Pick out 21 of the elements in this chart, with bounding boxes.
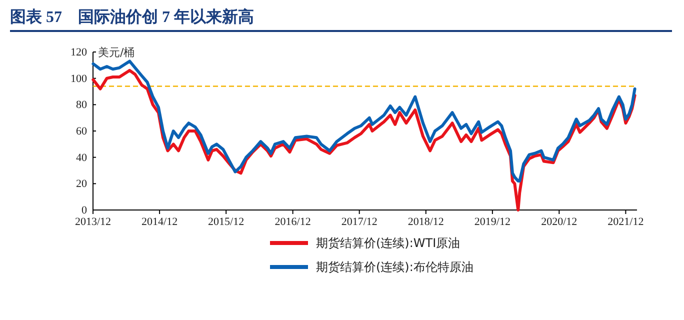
y-tick-label: 80 xyxy=(76,99,88,112)
y-tick-label: 120 xyxy=(70,46,88,59)
x-tick-label: 2014/12 xyxy=(142,216,178,228)
y-tick-label: 100 xyxy=(70,72,88,85)
x-tick-label: 2020/12 xyxy=(541,216,578,228)
legend-label: 期货结算价(连续):WTI原油 xyxy=(316,236,460,250)
x-tick-label: 2021/12 xyxy=(608,216,644,228)
x-tick-label: 2018/12 xyxy=(408,216,444,228)
chart-title: 图表 57 国际油价创 7 年以来新高 xyxy=(10,7,254,26)
y-tick-label: 40 xyxy=(76,152,88,164)
x-tick-label: 2017/12 xyxy=(341,216,378,228)
x-tick-label: 2013/12 xyxy=(74,216,112,228)
legend-label: 期货结算价(连续):布伦特原油 xyxy=(316,260,474,274)
y-tick-label: 0 xyxy=(82,204,88,217)
x-tick-label: 2019/12 xyxy=(474,216,510,228)
y-tick-label: 60 xyxy=(76,126,88,138)
x-tick-label: 2015/12 xyxy=(208,216,244,228)
y-axis-title: 美元/桶 xyxy=(98,46,135,59)
line-series xyxy=(92,60,636,183)
y-tick-label: 20 xyxy=(76,178,88,190)
x-tick-label: 2016/12 xyxy=(274,216,311,228)
